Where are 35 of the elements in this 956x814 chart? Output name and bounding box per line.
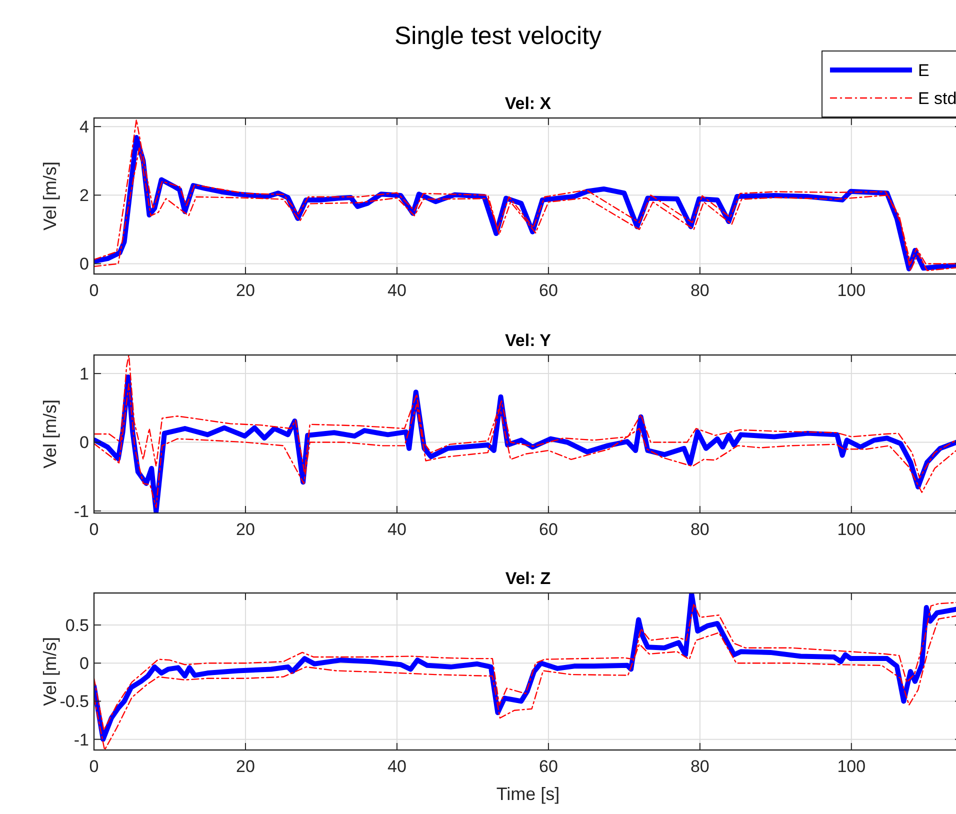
chart-subtitle: Vel: X: [504, 94, 552, 113]
chart-title: Vel: Y: [505, 331, 552, 350]
legend-label: E: [918, 61, 930, 80]
legend-label: E std: [918, 89, 956, 108]
y-tick-label: 0: [80, 433, 89, 452]
y-tick-label: 0: [80, 254, 89, 274]
x-tick-label: 80: [690, 520, 710, 539]
x-tick-label: 60: [538, 520, 558, 539]
x-tick-label: 80: [690, 757, 710, 776]
y-axis-title: Vel [m/s]: [40, 161, 60, 231]
x-tick-label: 80: [690, 281, 710, 300]
x-tick-label: 40: [388, 520, 406, 539]
y-tick-label: -0.5: [60, 692, 89, 712]
y-tick-label: -1: [74, 502, 89, 521]
x-tick-label: 20: [236, 520, 255, 539]
x-tick-label: 40: [388, 281, 406, 300]
x-axis-title: Time [s]: [496, 784, 560, 804]
y-tick-label: -1: [74, 730, 89, 750]
y-tick-label: 4: [80, 118, 89, 137]
y-tick-label: 1: [80, 364, 89, 384]
x-tick-label: 40: [388, 757, 406, 776]
chart-title: Single test velocity: [394, 22, 602, 50]
x-tick-label: 100: [837, 520, 866, 539]
x-tick-label: 100: [837, 281, 866, 300]
y-axis-title: Vel [m/s]: [40, 636, 60, 706]
y-tick-label: 2: [80, 186, 89, 206]
y-axis-title: Vel [m/s]: [40, 399, 60, 469]
x-tick-label: 20: [236, 757, 255, 776]
x-tick-label: 100: [837, 757, 866, 776]
x-tick-label: 60: [538, 281, 558, 300]
x-tick-label: 20: [236, 281, 255, 300]
chart-title: Vel: Z: [505, 569, 551, 588]
y-tick-label: 0.5: [65, 616, 89, 636]
x-tick-label: 60: [538, 757, 558, 776]
y-tick-label: 0: [80, 654, 89, 674]
